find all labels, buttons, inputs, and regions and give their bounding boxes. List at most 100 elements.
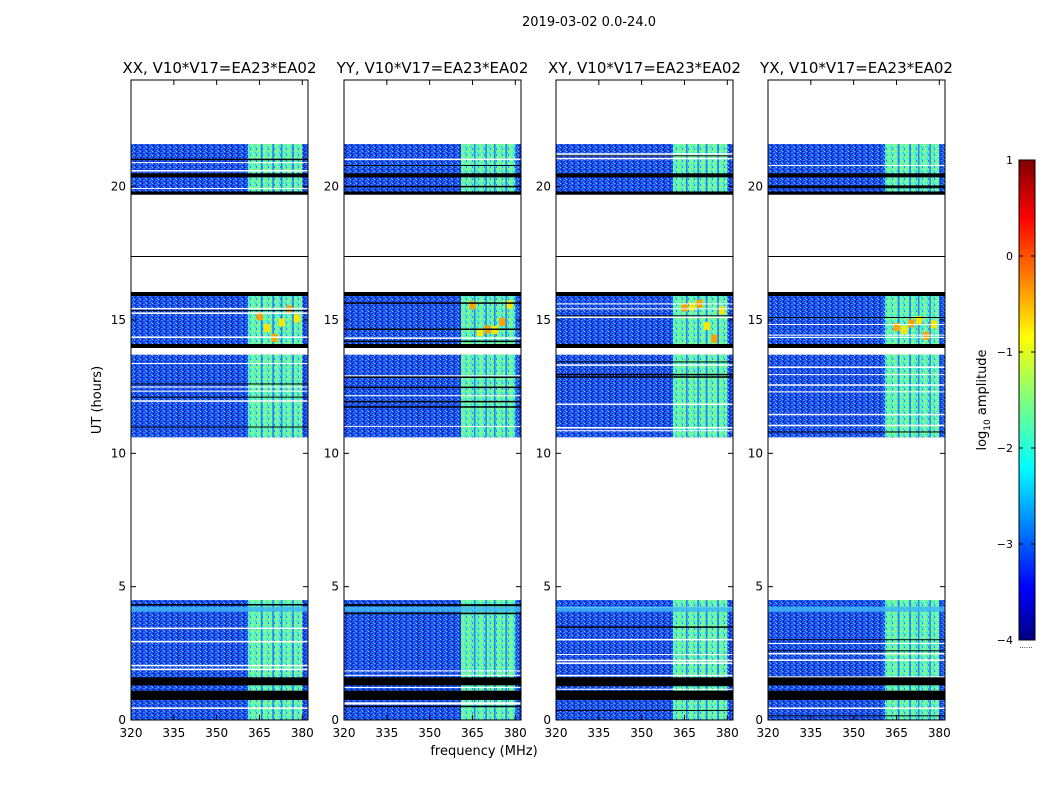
flag-line xyxy=(556,361,733,363)
flag-line xyxy=(131,386,308,388)
hot-spot xyxy=(908,319,915,328)
plot-frame xyxy=(130,79,309,721)
colorbar-tick-label: 0 xyxy=(1006,250,1013,263)
flag-line xyxy=(768,384,945,386)
channel-line xyxy=(705,293,708,347)
flag-strip xyxy=(556,690,733,700)
flag-line xyxy=(768,336,945,338)
flag-line xyxy=(344,425,521,427)
flag-strip xyxy=(556,677,733,686)
x-tick-label: 380 xyxy=(928,726,951,740)
flag-line xyxy=(344,703,521,705)
y-tick-label: 5 xyxy=(543,580,551,594)
colorbar-gradient xyxy=(1018,159,1036,641)
flag-strip xyxy=(768,173,945,178)
y-tick-label: 5 xyxy=(755,580,763,594)
channel-line xyxy=(917,354,920,438)
flag-line xyxy=(768,334,945,336)
y-tick-label: 20 xyxy=(748,180,763,194)
flag-line xyxy=(556,155,733,157)
x-tick-label: 335 xyxy=(162,726,185,740)
flag-line-isolated xyxy=(768,256,945,257)
hot-spot xyxy=(469,301,476,310)
colorbar-footnote: ...... xyxy=(1019,642,1032,650)
channel-line xyxy=(473,144,476,195)
flag-line xyxy=(556,659,733,662)
flag-strip xyxy=(344,292,521,296)
panel-title-xx: XX, V10*V17=EA23*EA02 xyxy=(122,59,316,77)
rfi-band xyxy=(673,144,728,195)
flag-line xyxy=(131,627,308,630)
flag-line xyxy=(344,674,521,676)
flag-line xyxy=(556,685,733,687)
channel-line xyxy=(485,144,487,195)
panel-xx: XX, V10*V17=EA23*EA02 320 335 350 365 380 0 5 10… xyxy=(111,59,317,740)
channel-line xyxy=(292,293,294,347)
flag-line xyxy=(768,185,945,187)
flag-line xyxy=(556,315,733,317)
flag-line xyxy=(131,390,308,392)
channel-line xyxy=(505,293,507,347)
bright-row xyxy=(131,606,308,612)
panel-yy: YY, V10*V17=EA23*EA02 320 335 350 365 380 0 5 10… xyxy=(324,59,529,740)
flag-line xyxy=(131,312,308,314)
hot-spot xyxy=(264,324,271,333)
channel-line xyxy=(705,144,708,195)
channel-line xyxy=(260,600,263,720)
flag-line xyxy=(131,664,308,667)
flag-line xyxy=(768,639,945,641)
channel-line xyxy=(685,354,688,438)
data-block xyxy=(344,144,521,195)
y-tick-label: 10 xyxy=(748,446,763,460)
x-tick-label: 320 xyxy=(120,726,143,740)
flag-strip xyxy=(768,677,945,686)
flag-strip xyxy=(131,344,308,348)
y-tick-label: 0 xyxy=(118,713,126,727)
figure-title: 2019-03-02 0.0-24.0 xyxy=(522,15,656,30)
flag-line-isolated xyxy=(344,256,521,257)
flag-line xyxy=(344,406,521,408)
data-block xyxy=(344,293,521,347)
x-tick-label: 365 xyxy=(461,726,484,740)
flag-line xyxy=(344,376,521,378)
flag-line xyxy=(131,604,308,606)
hot-spot xyxy=(923,331,930,340)
flag-line xyxy=(344,400,521,403)
channel-line xyxy=(909,354,911,438)
y-tick-label: 15 xyxy=(111,313,126,327)
flag-line xyxy=(768,186,945,188)
hot-spot xyxy=(477,328,484,337)
flag-line xyxy=(556,364,733,366)
flag-line xyxy=(556,316,733,318)
flag-line xyxy=(768,424,945,427)
colorbar-label-log: log10 amplitude xyxy=(975,349,993,450)
flag-line-isolated xyxy=(556,256,733,257)
rfi-band xyxy=(248,144,303,195)
flag-line xyxy=(768,391,945,393)
flag-line xyxy=(556,427,733,429)
channel-line xyxy=(493,293,496,347)
hot-spot xyxy=(703,321,710,330)
flag-line xyxy=(768,164,945,166)
x-tick-label: 320 xyxy=(333,726,356,740)
channel-line xyxy=(272,144,274,195)
channel-line xyxy=(705,354,708,438)
channel-line xyxy=(717,144,719,195)
channel-line xyxy=(685,293,688,347)
flag-line xyxy=(556,688,733,690)
y-tick-label: 5 xyxy=(118,580,126,594)
flag-strip xyxy=(344,173,521,178)
channel-line xyxy=(897,144,900,195)
data-block xyxy=(768,600,945,720)
x-tick-label: 335 xyxy=(375,726,398,740)
hot-spot xyxy=(718,306,725,315)
channel-line xyxy=(505,144,507,195)
y-tick-label: 10 xyxy=(111,446,126,460)
flag-line xyxy=(556,308,733,310)
flag-line xyxy=(131,336,308,338)
channel-line xyxy=(685,144,688,195)
flag-line xyxy=(131,188,308,190)
y-tick-label: 20 xyxy=(536,180,551,194)
hot-spot xyxy=(286,305,293,314)
